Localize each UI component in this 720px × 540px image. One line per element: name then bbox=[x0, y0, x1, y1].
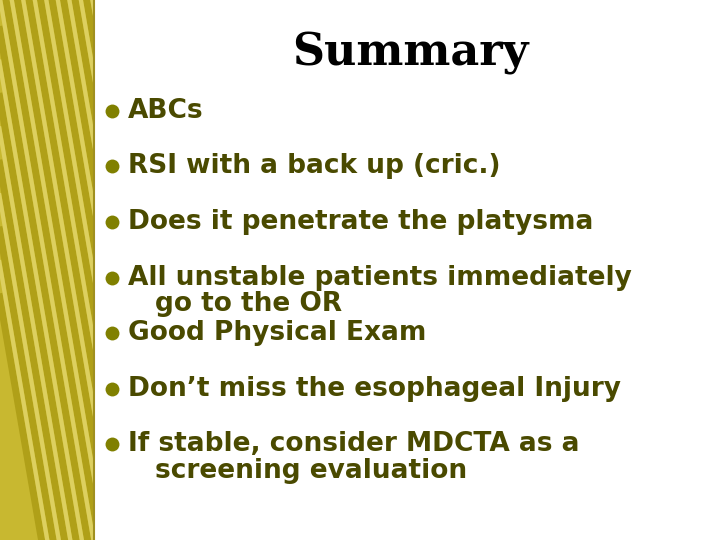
Text: Summary: Summary bbox=[292, 32, 528, 76]
Text: Good Physical Exam: Good Physical Exam bbox=[128, 320, 426, 346]
Text: screening evaluation: screening evaluation bbox=[155, 458, 467, 484]
Text: Does it penetrate the platysma: Does it penetrate the platysma bbox=[128, 209, 593, 235]
Bar bbox=[0, 0, 94, 540]
Text: go to the OR: go to the OR bbox=[155, 291, 342, 318]
Bar bbox=[0, 0, 94, 540]
Text: If stable, consider MDCTA as a: If stable, consider MDCTA as a bbox=[128, 431, 580, 457]
Text: Don’t miss the esophageal Injury: Don’t miss the esophageal Injury bbox=[128, 376, 621, 402]
Text: ABCs: ABCs bbox=[128, 98, 204, 124]
Text: All unstable patients immediately: All unstable patients immediately bbox=[128, 265, 632, 291]
Text: RSI with a back up (cric.): RSI with a back up (cric.) bbox=[128, 153, 500, 179]
